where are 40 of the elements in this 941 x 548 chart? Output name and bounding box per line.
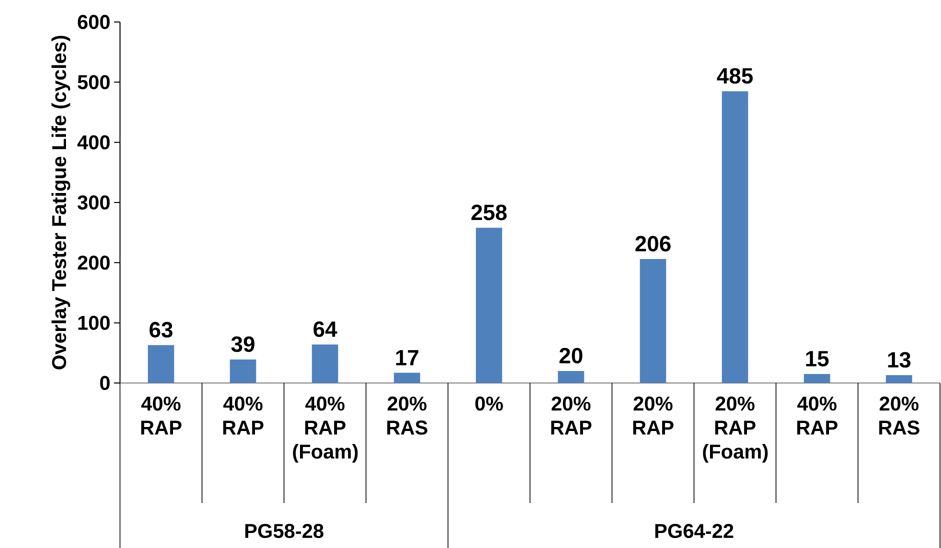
x-tick-label: 20% RAP (551, 396, 592, 434)
text: PG58-28 (245, 524, 324, 538)
y-tick-label: 200 (78, 256, 110, 270)
data-label: 15 (806, 351, 829, 366)
x-tick-label: 40% RAP (797, 396, 838, 434)
y-tick-label: 500 (78, 75, 110, 90)
x-tick-label: 20% RAS (387, 396, 428, 435)
y-tick-label: 0 (100, 376, 110, 390)
data-label: 39 (231, 336, 254, 352)
data-label: 13 (888, 352, 910, 368)
text: PG64-22 (655, 524, 734, 538)
bar (476, 228, 502, 383)
bar (312, 344, 338, 383)
data-label: 258 (471, 204, 507, 220)
bar (722, 91, 748, 383)
x-tick-label: 40% RAP (141, 396, 182, 434)
bar (640, 259, 666, 383)
x-tick-label: 40% RAP (223, 396, 264, 434)
x-tick-label: 20% RAP (Foam) (703, 396, 768, 463)
data-label: 206 (635, 236, 671, 252)
y-tick-label: 400 (77, 135, 110, 150)
bar (148, 345, 174, 383)
data-label: 64 (314, 321, 338, 337)
bar (804, 374, 830, 383)
x-tick-label: 20% RAS (879, 396, 920, 435)
x-tick-label: 0% (475, 396, 503, 411)
x-tick-label: 40% RAP (Foam) (293, 396, 358, 463)
data-label: 63 (150, 322, 172, 338)
y-tick-label: 600 (78, 14, 110, 30)
y-tick-label: 300 (78, 195, 110, 210)
bar (394, 372, 420, 383)
data-label: 485 (716, 68, 753, 84)
bar (558, 370, 584, 383)
bar (230, 360, 256, 383)
bar (886, 375, 912, 383)
x-tick-label: 20% RAP (633, 396, 674, 434)
data-label: 17 (396, 350, 418, 366)
y-axis-title: Overlay Tester Fatigue Life (cycles) (52, 36, 70, 370)
data-label: 20 (560, 348, 582, 364)
y-tick-label: 100 (78, 316, 110, 330)
